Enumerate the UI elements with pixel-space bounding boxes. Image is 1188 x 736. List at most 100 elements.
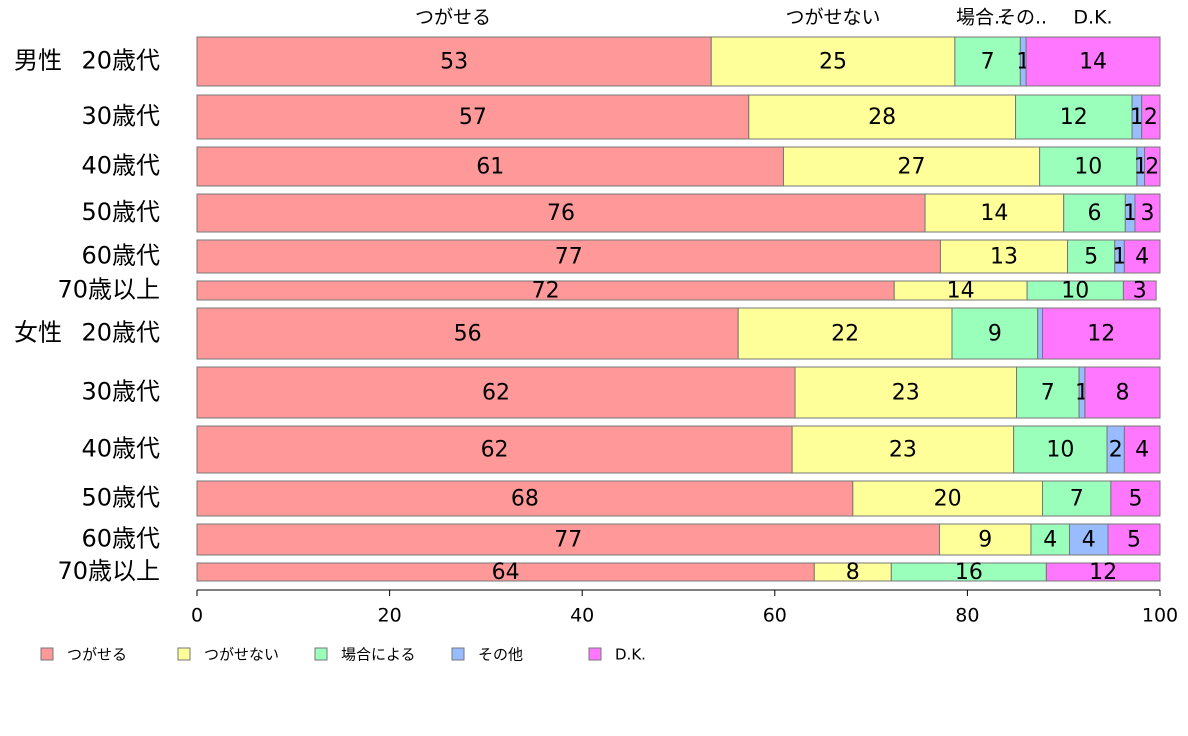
group-label: 男性 — [14, 47, 62, 75]
bar-segment — [1045, 562, 1161, 582]
data-label: 22 — [831, 322, 859, 347]
bar-segment — [196, 480, 854, 517]
data-label: 5 — [1127, 528, 1141, 553]
data-label: 1 — [1113, 245, 1127, 270]
category-label: 60歳代 — [81, 242, 160, 270]
bar-segment — [196, 425, 793, 474]
bar-segment — [1123, 239, 1161, 274]
bar-segment — [196, 193, 926, 233]
category-label: 40歳代 — [81, 152, 160, 180]
group-label: 女性 — [14, 319, 62, 347]
x-tick-label: 20 — [378, 605, 402, 627]
category-label: 70歳以上 — [57, 276, 160, 304]
data-label: 62 — [481, 438, 509, 463]
category-label: 20歳代 — [81, 319, 160, 347]
data-label: 23 — [889, 438, 917, 463]
data-label: 7 — [981, 50, 995, 75]
header-label: D.K. — [1073, 7, 1112, 29]
bar-segment — [1025, 36, 1161, 87]
data-label: 3 — [1133, 279, 1147, 304]
data-label: 7 — [1070, 487, 1084, 512]
header-label: つがせない — [785, 7, 880, 29]
data-label: 4 — [1135, 438, 1149, 463]
data-label: 57 — [459, 105, 487, 130]
bar-segment — [1042, 307, 1161, 360]
data-label: 10 — [1074, 155, 1102, 180]
data-label: 8 — [1115, 381, 1129, 406]
bar-segment — [1037, 307, 1044, 360]
bar-segment — [951, 307, 1039, 360]
data-label: 7 — [1041, 381, 1055, 406]
bar-segment — [1015, 94, 1133, 140]
legend-swatch — [314, 647, 328, 661]
x-tick-label: 60 — [763, 605, 787, 627]
data-label: 64 — [492, 560, 520, 585]
bar-segment — [196, 146, 784, 187]
legend-label: 場合による — [341, 646, 416, 664]
bar-segment — [1110, 480, 1161, 517]
data-label: 53 — [440, 50, 468, 75]
category-label: 60歳代 — [81, 525, 160, 553]
legend-swatch — [40, 647, 54, 661]
category-label: 30歳代 — [81, 378, 160, 406]
header-label: 場合.. — [956, 7, 1006, 29]
data-label: 2 — [1109, 438, 1123, 463]
bar-segment — [196, 366, 796, 419]
category-label: 50歳代 — [81, 484, 160, 512]
data-label: 1 — [1123, 201, 1137, 226]
bar-segment — [196, 94, 750, 140]
legend-label: つがせる — [67, 646, 127, 664]
data-label: 56 — [454, 322, 482, 347]
bar-segment — [924, 193, 1065, 233]
bar-segment — [852, 480, 1044, 517]
bar-segment — [1030, 523, 1070, 556]
category-label: 70歳以上 — [57, 557, 160, 585]
bar-segment — [1084, 366, 1161, 419]
data-label: 9 — [978, 528, 992, 553]
data-label: 4 — [1043, 528, 1057, 553]
bar-segment — [794, 366, 1018, 419]
x-tick-label: 40 — [570, 605, 594, 627]
bar-segment — [791, 425, 1015, 474]
data-label: 14 — [1079, 50, 1107, 75]
bar-segment — [1144, 146, 1161, 187]
data-label: 20 — [934, 487, 962, 512]
data-label: 77 — [555, 245, 583, 270]
bar-segment — [1122, 280, 1157, 301]
data-label: 25 — [819, 50, 847, 75]
data-label: 27 — [898, 155, 926, 180]
bar-segment — [1068, 523, 1109, 556]
bar-segment — [1067, 239, 1116, 274]
bar-segment — [939, 239, 1069, 274]
data-label: 14 — [947, 279, 975, 304]
bar-segment — [1141, 94, 1161, 140]
data-label: 12 — [1060, 105, 1088, 130]
legend-swatch — [588, 647, 602, 661]
legend-label: その他 — [478, 646, 523, 664]
data-label: 68 — [511, 487, 539, 512]
data-label: 5 — [1084, 245, 1098, 270]
data-label: 12 — [1089, 560, 1117, 585]
bar-segment — [1039, 146, 1138, 187]
header-label: その.. — [997, 7, 1047, 29]
legend-label: つがせない — [204, 646, 279, 664]
legend-swatch — [177, 647, 191, 661]
legend-swatch — [451, 647, 465, 661]
bar-segment — [710, 36, 956, 87]
x-tick-label: 80 — [955, 605, 979, 627]
data-label: 3 — [1140, 201, 1154, 226]
bar-segment — [1134, 193, 1161, 233]
bar-segment — [737, 307, 953, 360]
category-label: 20歳代 — [81, 47, 160, 75]
legend-label: D.K. — [615, 646, 646, 664]
data-label: 2 — [1144, 105, 1158, 130]
data-label: 62 — [482, 381, 510, 406]
bar-segment — [938, 523, 1032, 556]
data-label: 76 — [547, 201, 575, 226]
data-label: 5 — [1128, 487, 1142, 512]
data-label: 6 — [1088, 201, 1102, 226]
x-tick-label: 100 — [1142, 605, 1178, 627]
bar-segment — [748, 94, 1017, 140]
bar-segment — [196, 307, 739, 360]
data-label: 9 — [988, 322, 1002, 347]
